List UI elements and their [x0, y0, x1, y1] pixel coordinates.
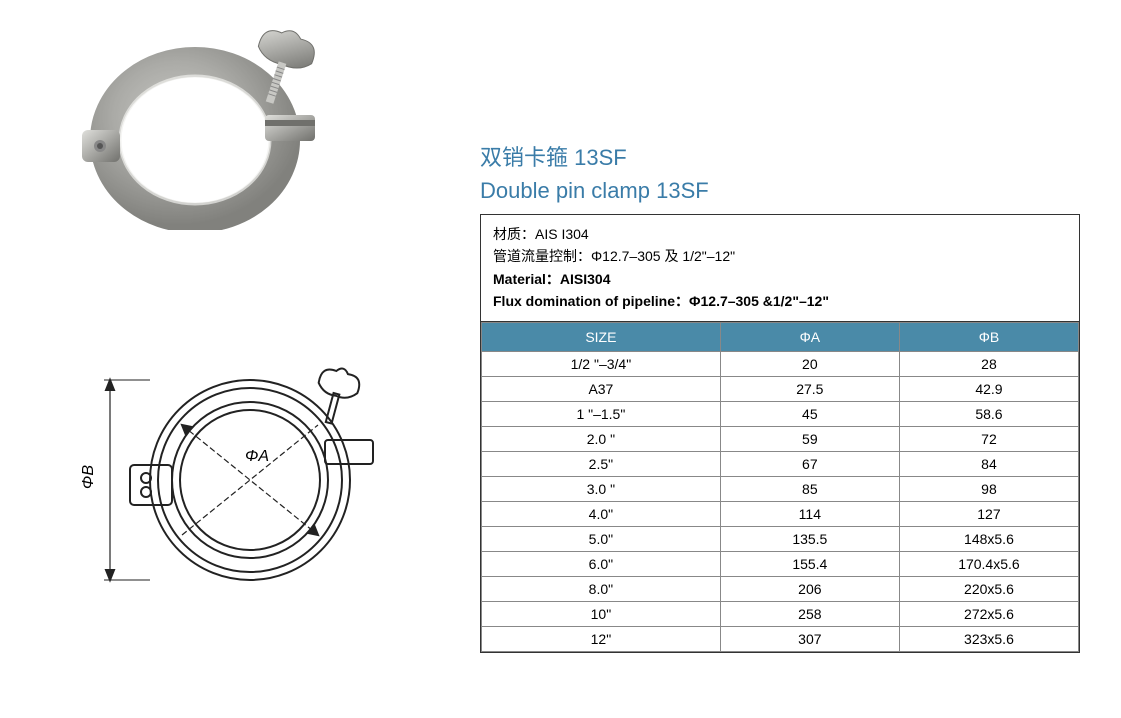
table-cell: 114 — [720, 501, 899, 526]
table-cell: 1/2 "–3/4" — [482, 351, 721, 376]
table-cell: 323x5.6 — [899, 626, 1078, 651]
table-cell: 27.5 — [720, 376, 899, 401]
product-photo — [60, 20, 340, 230]
table-row: 12"307323x5.6 — [482, 626, 1079, 651]
table-cell: 20 — [720, 351, 899, 376]
table-row: 5.0"135.5148x5.6 — [482, 526, 1079, 551]
table-cell: 272x5.6 — [899, 601, 1078, 626]
table-cell: 59 — [720, 426, 899, 451]
table-header-cell: SIZE — [482, 322, 721, 351]
table-row: 1 "–1.5"4558.6 — [482, 401, 1079, 426]
flux-en-value: Φ12.7–305 &1/2"–12" — [689, 293, 829, 309]
flux-cn-value: Φ12.7–305 及 1/2"–12" — [591, 248, 735, 264]
table-cell: 42.9 — [899, 376, 1078, 401]
table-row: 6.0"155.4170.4x5.6 — [482, 551, 1079, 576]
table-cell: 5.0" — [482, 526, 721, 551]
spec-box: 材质：AIS I304 管道流量控制：Φ12.7–305 及 1/2"–12" … — [480, 214, 1080, 653]
table-header-cell: ΦB — [899, 322, 1078, 351]
table-cell: 135.5 — [720, 526, 899, 551]
table-cell: 170.4x5.6 — [899, 551, 1078, 576]
table-cell: 28 — [899, 351, 1078, 376]
flux-en-label: Flux domination of pipeline： — [493, 293, 689, 309]
material-en-label: Material： — [493, 271, 560, 287]
table-cell: 2.5" — [482, 451, 721, 476]
table-cell: 148x5.6 — [899, 526, 1078, 551]
table-header-cell: ΦA — [720, 322, 899, 351]
table-cell: 258 — [720, 601, 899, 626]
table-row: 2.5"6784 — [482, 451, 1079, 476]
material-cn-label: 材质： — [493, 226, 535, 242]
table-cell: 155.4 — [720, 551, 899, 576]
table-cell: 307 — [720, 626, 899, 651]
product-title-cn: 双销卡箍 13SF — [480, 140, 1080, 172]
table-cell: 10" — [482, 601, 721, 626]
table-cell: 2.0 " — [482, 426, 721, 451]
table-row: 2.0 "5972 — [482, 426, 1079, 451]
table-cell: 12" — [482, 626, 721, 651]
table-cell: 84 — [899, 451, 1078, 476]
table-row: A3727.542.9 — [482, 376, 1079, 401]
spec-header: 材质：AIS I304 管道流量控制：Φ12.7–305 及 1/2"–12" … — [481, 215, 1079, 322]
material-cn-value: AIS I304 — [535, 226, 589, 242]
dimension-label-b: ΦB — [80, 465, 98, 489]
table-cell: 220x5.6 — [899, 576, 1078, 601]
table-cell: 127 — [899, 501, 1078, 526]
table-cell: 6.0" — [482, 551, 721, 576]
table-cell: 8.0" — [482, 576, 721, 601]
table-cell: 85 — [720, 476, 899, 501]
table-cell: 67 — [720, 451, 899, 476]
table-row: 4.0"114127 — [482, 501, 1079, 526]
table-cell: 4.0" — [482, 501, 721, 526]
table-row: 10"258272x5.6 — [482, 601, 1079, 626]
table-cell: 206 — [720, 576, 899, 601]
table-cell: 3.0 " — [482, 476, 721, 501]
table-row: 3.0 "8598 — [482, 476, 1079, 501]
dimension-table: SIZEΦAΦB 1/2 "–3/4"2028A3727.542.91 "–1.… — [481, 322, 1079, 652]
table-cell: 98 — [899, 476, 1078, 501]
table-cell: 45 — [720, 401, 899, 426]
table-cell: A37 — [482, 376, 721, 401]
product-title-en: Double pin clamp 13SF — [480, 178, 1080, 204]
table-cell: 1 "–1.5" — [482, 401, 721, 426]
table-cell: 58.6 — [899, 401, 1078, 426]
technical-drawing: ΦA ΦB — [70, 330, 390, 610]
table-row: 8.0"206220x5.6 — [482, 576, 1079, 601]
material-en-value: AISI304 — [560, 271, 611, 287]
table-cell: 72 — [899, 426, 1078, 451]
dimension-label-a: ΦA — [245, 448, 269, 466]
table-row: 1/2 "–3/4"2028 — [482, 351, 1079, 376]
flux-cn-label: 管道流量控制： — [493, 248, 591, 264]
